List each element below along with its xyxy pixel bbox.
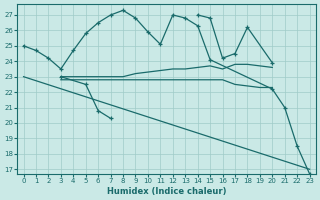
X-axis label: Humidex (Indice chaleur): Humidex (Indice chaleur) <box>107 187 226 196</box>
